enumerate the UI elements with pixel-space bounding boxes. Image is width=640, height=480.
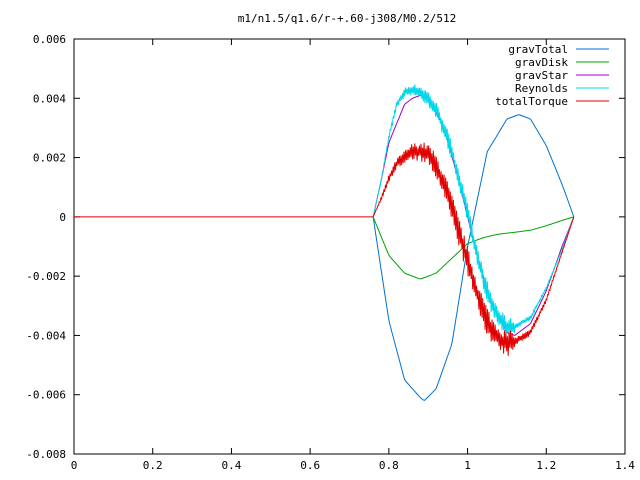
- axis-ticks: 0 0.2 0.4 0.6 0.8 1 1.2 1.4 -0.008 -0.006 -0.004 -0…: [26, 33, 635, 472]
- series-line-gravTotal: [372, 114, 575, 401]
- x-tick-label: 1.4: [615, 459, 635, 472]
- legend-label: gravTotal: [508, 43, 568, 56]
- legend-label: Reynolds: [515, 82, 568, 95]
- legend: gravTotalgravDiskgravStarReynoldstotalTo…: [495, 43, 609, 108]
- y-tick-label: 0.004: [33, 92, 66, 105]
- x-tick-label: 1.2: [536, 459, 556, 472]
- x-tick-label: 0.8: [379, 459, 399, 472]
- y-tick-label: -0.002: [26, 270, 66, 283]
- y-tick-label: 0: [59, 211, 66, 224]
- plot-frame: [73, 38, 626, 455]
- legend-label: gravStar: [515, 69, 568, 82]
- y-tick-label: -0.004: [26, 329, 66, 342]
- x-tick-label: 0.2: [143, 459, 163, 472]
- y-tick-label: -0.008: [26, 448, 66, 461]
- legend-label: gravDisk: [515, 56, 568, 69]
- series-lines: [74, 84, 575, 401]
- x-tick-label: 0.6: [300, 459, 320, 472]
- y-tick-label: 0.002: [33, 152, 66, 165]
- series-line-gravDisk: [372, 216, 574, 280]
- series-line-gravStar: [372, 94, 575, 336]
- y-tick-label: -0.006: [26, 389, 66, 402]
- x-tick-label: 0.4: [221, 459, 241, 472]
- x-tick-label: 1: [464, 459, 471, 472]
- legend-label: totalTorque: [495, 95, 568, 108]
- x-tick-label: 0: [71, 459, 78, 472]
- chart-title: m1/n1.5/q1.6/r-+.60-j308/M0.2/512: [238, 12, 457, 25]
- y-tick-label: 0.006: [33, 33, 66, 46]
- series-line-totalTorque: [372, 142, 575, 356]
- series-line-Reynolds: [372, 84, 575, 335]
